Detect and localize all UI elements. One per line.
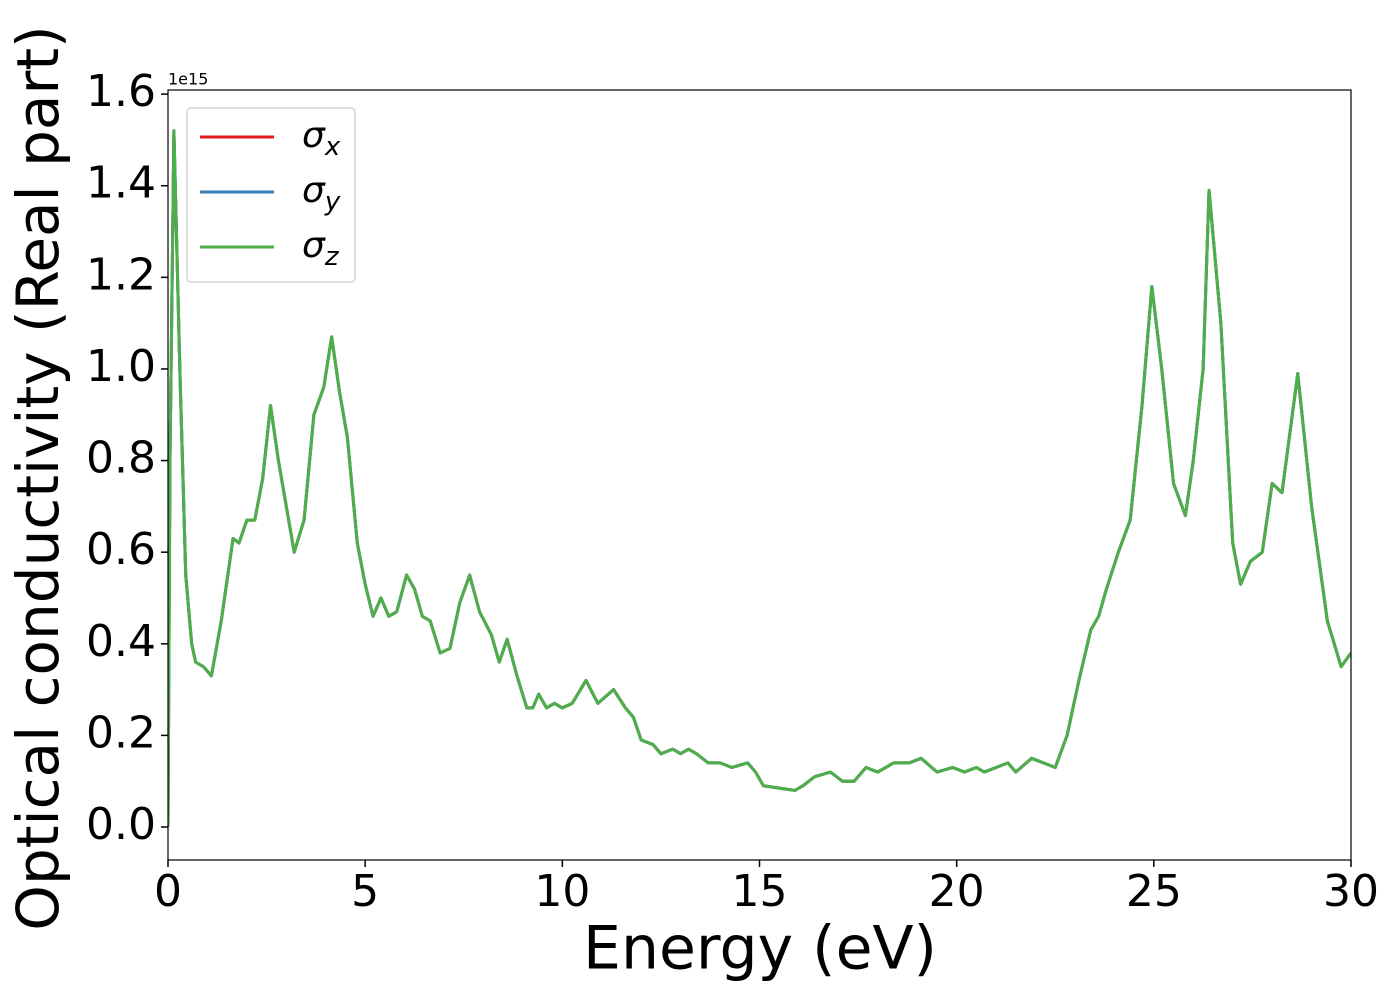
x-tick-label: 20	[929, 866, 985, 917]
legend-label: σy	[302, 170, 341, 217]
y-tick-label: 1.0	[86, 341, 156, 392]
y-axis-label: Optical conductivity (Real part)	[4, 25, 72, 930]
y-tick-label: 0.8	[86, 433, 156, 484]
x-tick-label: 5	[351, 866, 379, 917]
plot-lines	[168, 129, 1351, 828]
x-tick-label: 25	[1126, 866, 1182, 917]
legend-label: σz	[302, 225, 340, 272]
x-axis-label: Energy (eV)	[583, 914, 937, 984]
y-tick-label: 1.4	[86, 158, 156, 209]
x-tick-label: 10	[534, 866, 590, 917]
y-tick-label: 0.0	[86, 799, 156, 850]
y-tick-label: 0.6	[86, 524, 156, 575]
series-line	[168, 129, 1351, 828]
y-tick-label: 1.2	[86, 249, 156, 300]
y-tick-label: 0.4	[86, 616, 156, 667]
legend: σx σy σz	[186, 107, 356, 283]
y-tick-label: 1.6	[86, 66, 156, 117]
y-tick-label: 0.2	[86, 707, 156, 758]
x-tick-label: 30	[1323, 866, 1379, 917]
x-tick-label: 0	[154, 866, 182, 917]
legend-box	[186, 107, 356, 283]
legend-label: σx	[302, 115, 341, 162]
x-tick-label: 15	[732, 866, 788, 917]
plot-frame	[167, 89, 1352, 861]
y-offset-label: 1e15	[168, 70, 208, 89]
